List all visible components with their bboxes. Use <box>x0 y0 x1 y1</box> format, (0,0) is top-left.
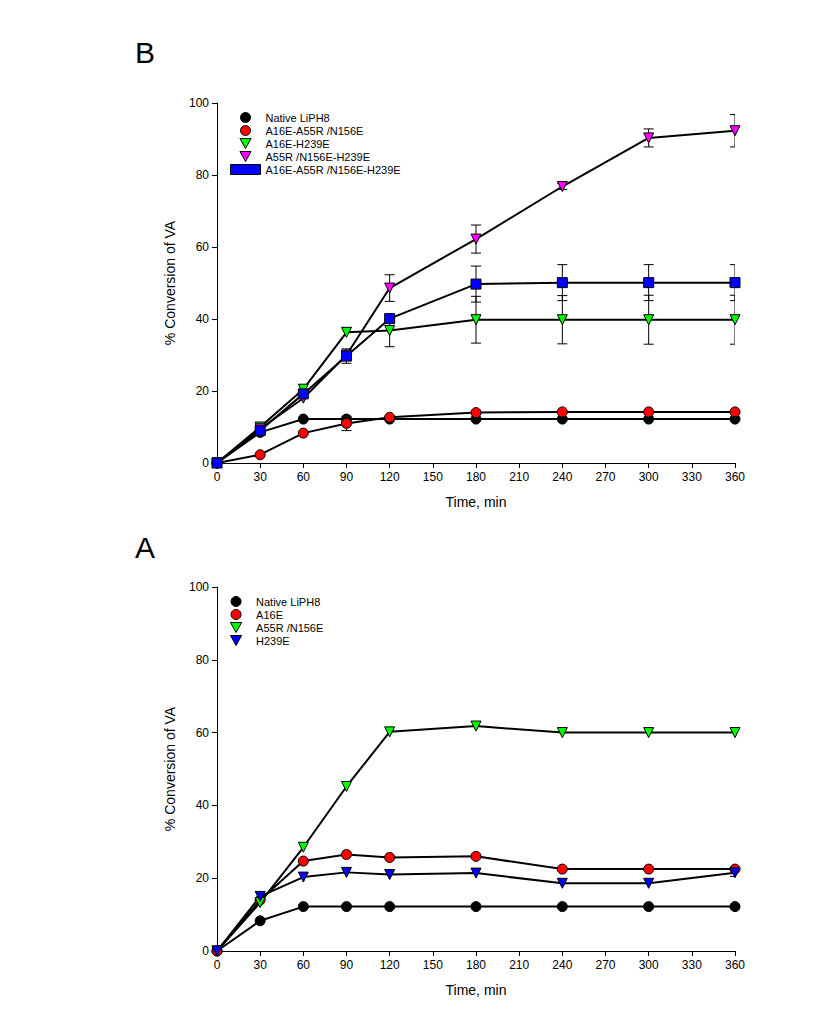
svg-text:% Conversion of VA: % Conversion of VA <box>162 220 178 345</box>
svg-text:360: 360 <box>725 470 745 484</box>
svg-text:20: 20 <box>196 384 210 398</box>
svg-text:40: 40 <box>196 798 210 812</box>
svg-text:120: 120 <box>380 958 400 972</box>
svg-text:A55R /N156E: A55R /N156E <box>256 622 323 634</box>
svg-text:330: 330 <box>682 470 702 484</box>
svg-text:A16E-H239E: A16E-H239E <box>266 138 330 150</box>
svg-text:30: 30 <box>253 958 267 972</box>
svg-text:0: 0 <box>202 456 209 470</box>
svg-text:180: 180 <box>466 470 486 484</box>
svg-text:300: 300 <box>639 958 659 972</box>
svg-text:Native LiPH8: Native LiPH8 <box>256 596 320 608</box>
svg-text:210: 210 <box>509 958 529 972</box>
svg-text:270: 270 <box>595 958 615 972</box>
svg-text:40: 40 <box>196 312 210 326</box>
svg-text:60: 60 <box>297 470 311 484</box>
svg-text:0: 0 <box>202 944 209 958</box>
svg-text:60: 60 <box>196 240 210 254</box>
svg-text:% Conversion of VA: % Conversion of VA <box>162 706 178 831</box>
svg-text:60: 60 <box>196 726 210 740</box>
svg-text:A16E: A16E <box>256 609 283 621</box>
svg-text:A16E-A55R /N156E-H239E: A16E-A55R /N156E-H239E <box>266 164 401 176</box>
svg-text:100: 100 <box>189 96 209 110</box>
svg-text:A16E-A55R /N156E: A16E-A55R /N156E <box>266 125 364 137</box>
svg-text:150: 150 <box>423 470 443 484</box>
svg-text:240: 240 <box>552 958 572 972</box>
svg-text:150: 150 <box>423 958 443 972</box>
svg-text:90: 90 <box>340 958 354 972</box>
svg-text:100: 100 <box>189 580 209 594</box>
svg-text:Native LiPH8: Native LiPH8 <box>266 112 330 124</box>
svg-text:90: 90 <box>340 470 354 484</box>
svg-text:120: 120 <box>380 470 400 484</box>
svg-text:A55R /N156E-H239E: A55R /N156E-H239E <box>266 151 371 163</box>
svg-text:240: 240 <box>552 470 572 484</box>
svg-text:H239E: H239E <box>256 635 290 647</box>
svg-text:60: 60 <box>297 958 311 972</box>
svg-text:180: 180 <box>466 958 486 972</box>
svg-text:300: 300 <box>639 470 659 484</box>
svg-text:270: 270 <box>595 470 615 484</box>
svg-text:Time, min: Time, min <box>446 494 507 510</box>
svg-text:0: 0 <box>214 958 221 972</box>
svg-text:Time, min: Time, min <box>446 982 507 998</box>
svg-text:20: 20 <box>196 871 210 885</box>
svg-text:A: A <box>135 531 155 564</box>
svg-text:360: 360 <box>725 958 745 972</box>
svg-text:210: 210 <box>509 470 529 484</box>
svg-text:0: 0 <box>214 470 221 484</box>
svg-text:B: B <box>135 36 155 69</box>
svg-text:80: 80 <box>196 653 210 667</box>
svg-text:30: 30 <box>253 470 267 484</box>
svg-text:330: 330 <box>682 958 702 972</box>
svg-text:80: 80 <box>196 168 210 182</box>
